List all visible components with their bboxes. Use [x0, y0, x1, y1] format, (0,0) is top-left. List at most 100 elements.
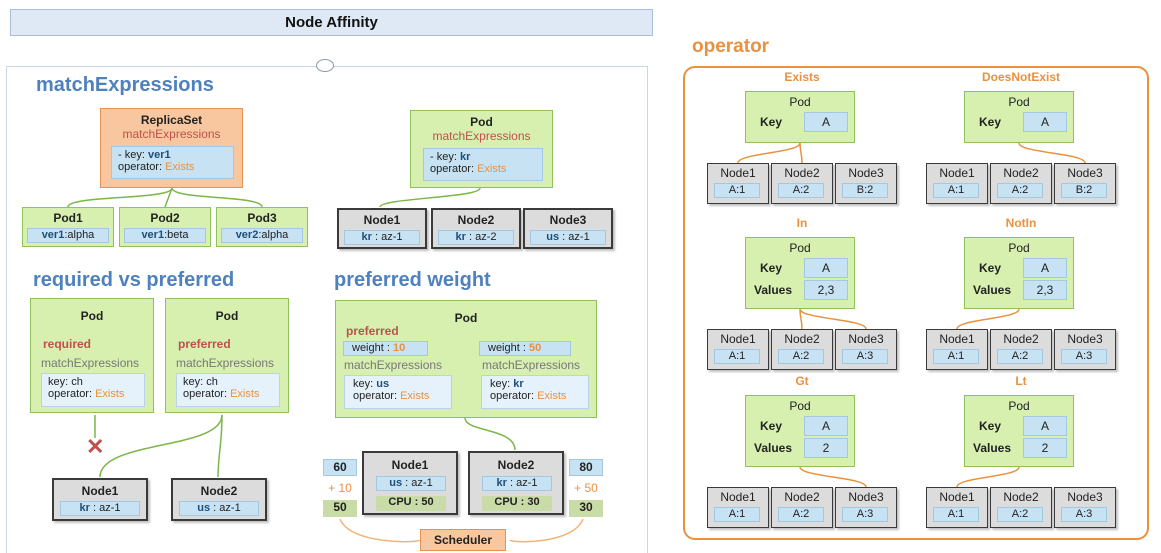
- values-label: Values: [754, 283, 793, 297]
- page-title: Node Affinity: [10, 9, 653, 36]
- score-plus: + 10: [328, 481, 352, 495]
- node-box: Node2 kr : az-1 CPU : 30: [468, 451, 564, 515]
- node-box: Node2 kr : az-2: [431, 208, 521, 249]
- node-value: B:2: [842, 183, 888, 198]
- node-name: Node1: [720, 166, 756, 180]
- x-mark-icon: ✕: [86, 434, 105, 459]
- operator-arrow: [956, 308, 1020, 330]
- replicaset-expr: - key: ver1 operator: Exists: [111, 146, 234, 179]
- match-label: matchExpressions: [41, 356, 140, 370]
- node-value: A:2: [778, 349, 824, 364]
- node-value: A:3: [1061, 507, 1107, 522]
- pod-box: Pod2 ver1:beta: [119, 207, 211, 247]
- pod-sub: matchExpressions: [432, 129, 531, 143]
- replicaset-title: ReplicaSet: [140, 113, 203, 127]
- score-total: 60: [323, 459, 357, 476]
- operator-node-box: Node2 A:2: [990, 163, 1052, 204]
- pod-expr: - key: kr operator: Exists: [423, 148, 543, 181]
- node-box: Node1 kr : az-1: [52, 478, 148, 521]
- pod-label: ver1:alpha: [27, 228, 109, 243]
- match-label: matchExpressions: [344, 358, 443, 372]
- node-name: Node2: [1003, 166, 1039, 180]
- operator-arrow: [799, 142, 803, 164]
- replicaset-sub: matchExpressions: [122, 127, 221, 141]
- section-title-matchexpressions: matchExpressions: [36, 74, 214, 96]
- pod-preferred-box: Pod preferred matchExpressions key: ch o…: [165, 298, 289, 413]
- node-label: kr : az-1: [60, 501, 140, 516]
- operator-pod-box: Pod Key A: [745, 91, 855, 143]
- node-name: Node3: [848, 332, 884, 346]
- values-label: Values: [973, 441, 1012, 455]
- pod-title: Pod: [215, 309, 239, 323]
- node-value: A:2: [997, 183, 1043, 198]
- node-name: Node1: [939, 166, 975, 180]
- weight-badge: weight : 50: [479, 341, 571, 356]
- values-label: Values: [973, 283, 1012, 297]
- key-label: Key: [979, 419, 1002, 433]
- operator-pod-box: Pod Key A Values 2: [964, 395, 1074, 467]
- operator-pod-box: Pod Key A Values 2,3: [964, 237, 1074, 309]
- key-label: Key: [979, 261, 1002, 275]
- node-value: B:2: [1061, 183, 1107, 198]
- node-value: A:1: [714, 183, 760, 198]
- node-name: Node1: [81, 484, 119, 498]
- node-name: Node2: [784, 490, 820, 504]
- operator-arrow: [737, 142, 801, 164]
- node-label: kr : az-1: [482, 476, 552, 491]
- operator-name: Exists: [784, 70, 820, 84]
- section-title-required-vs-preferred: required vs preferred: [33, 269, 235, 291]
- pod-label: Pod: [1008, 241, 1030, 255]
- node-label: us : az-1: [530, 230, 606, 245]
- operator-node-box: Node1 A:1: [707, 487, 769, 528]
- node-value: A:3: [842, 349, 888, 364]
- operator-node-box: Node3 A:3: [835, 329, 897, 370]
- section-title-preferred-weight: preferred weight: [334, 269, 491, 291]
- pod-label: Pod: [1008, 399, 1030, 413]
- operator-pod-box: Pod Key A Values 2,3: [745, 237, 855, 309]
- operator-arrow: [956, 466, 1020, 488]
- node-label: us : az-1: [376, 476, 446, 491]
- pod-label: Pod: [789, 399, 811, 413]
- operator-title: operator: [692, 36, 770, 57]
- match-label: matchExpressions: [482, 358, 581, 372]
- node-name: Node2: [1003, 332, 1039, 346]
- operator-arrow: [1018, 142, 1086, 164]
- values-value: 2,3: [1023, 280, 1067, 300]
- node-name: Node3: [848, 490, 884, 504]
- node-name: Node1: [720, 332, 756, 346]
- node-value: A:1: [933, 507, 979, 522]
- score-base: 30: [569, 500, 603, 517]
- pod-label: Pod: [1008, 95, 1030, 109]
- weight-badge: weight : 10: [343, 341, 428, 356]
- pod-weight-box: Pod preferred weight : 10 weight : 50 ma…: [335, 300, 597, 418]
- operator-name: Gt: [795, 374, 809, 388]
- node-name: Node2: [784, 332, 820, 346]
- node-value: A:3: [842, 507, 888, 522]
- node-box: Node3 us : az-1: [523, 208, 613, 249]
- operator-name: In: [796, 216, 808, 230]
- collapse-handle[interactable]: [316, 59, 334, 72]
- key-value: A: [804, 112, 848, 132]
- node-value: A:2: [778, 507, 824, 522]
- node-box: Node1 kr : az-1: [337, 208, 427, 249]
- operator-arrow: [799, 466, 867, 488]
- operator-node-box: Node3 A:3: [1054, 329, 1116, 370]
- node-name: Node2: [497, 458, 535, 472]
- operator-node-box: Node3 A:3: [835, 487, 897, 528]
- pod-label: ver2:alpha: [221, 228, 303, 243]
- node-value: A:2: [778, 183, 824, 198]
- operator-node-box: Node1 A:1: [707, 163, 769, 204]
- key-label: Key: [760, 419, 783, 433]
- node-name: Node3: [1067, 332, 1103, 346]
- key-label: Key: [979, 115, 1002, 129]
- operator-arrow: [799, 308, 803, 330]
- pod-box: Pod matchExpressions - key: kr operator:…: [410, 110, 553, 188]
- operator-arrow: [799, 308, 867, 330]
- operator-node-box: Node1 A:1: [926, 163, 988, 204]
- operator-node-box: Node3 B:2: [835, 163, 897, 204]
- node-value: A:3: [1061, 349, 1107, 364]
- key-label: Key: [760, 115, 783, 129]
- expr-box: key: ch operator: Exists: [176, 373, 280, 407]
- pod-name: Pod1: [53, 211, 83, 225]
